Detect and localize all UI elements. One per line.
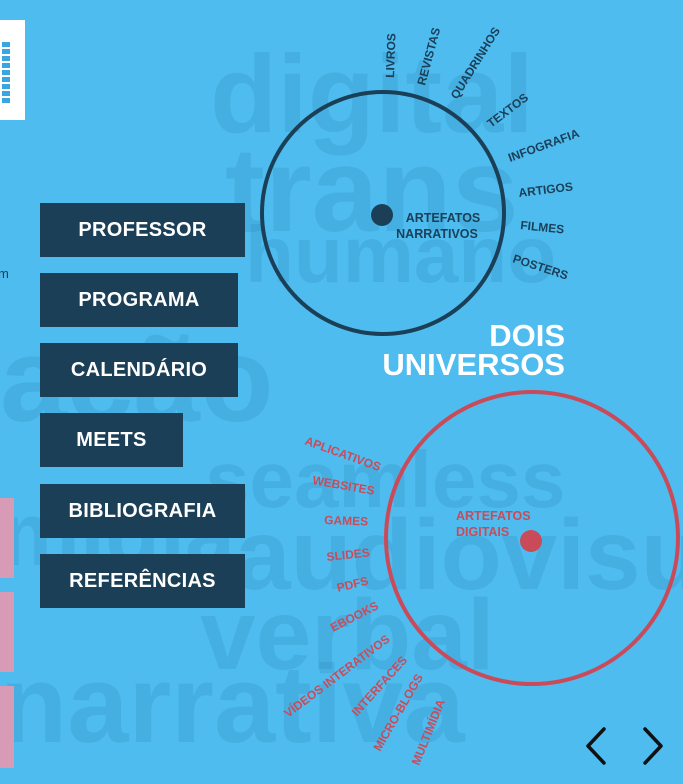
- digital-label-line1: ARTEFATOS: [456, 509, 531, 523]
- side-tab-2[interactable]: [0, 592, 14, 672]
- digital-label-line2: DIGITAIS: [456, 525, 509, 539]
- thumbnail-bars: [2, 42, 10, 104]
- nav-button-referencias[interactable]: REFERÊNCIAS: [40, 554, 245, 608]
- narrative-item-infografia: INFOGRAFIA: [506, 126, 581, 165]
- chevron-right-icon: [643, 727, 663, 765]
- bg-word-trans: trans: [225, 123, 519, 257]
- narrative-item-posters: POSTERS: [511, 252, 570, 283]
- digital-item-ebooks: EBOOKS: [328, 599, 381, 635]
- chevron-left-icon: [586, 727, 606, 765]
- narrative-item-textos: TEXTOS: [484, 90, 531, 130]
- narrative-item-revistas: REVISTAS: [414, 26, 443, 87]
- digital-item-websites: WEBSITES: [311, 473, 375, 498]
- side-tab-1[interactable]: [0, 498, 14, 578]
- bg-word-verbal: verbal: [200, 579, 495, 691]
- nav-button-professor[interactable]: PROFESSOR: [40, 203, 245, 257]
- digital-item-slides: SLIDES: [326, 546, 371, 564]
- digital-circle: [384, 390, 680, 686]
- next-slide-button[interactable]: [633, 724, 673, 768]
- bg-word-audiovisu: audiovisu: [235, 499, 683, 611]
- bg-word-seamless: seamless: [205, 435, 566, 524]
- narrative-item-filmes: FILMES: [520, 218, 565, 237]
- previous-slide-button[interactable]: [578, 724, 618, 768]
- nav-button-bibliografia[interactable]: BIBLIOGRAFIA: [40, 484, 245, 538]
- digital-item-games: GAMES: [324, 513, 368, 529]
- digital-item-multimidia: MULTIMÍDIA: [408, 697, 448, 768]
- narrative-label-line1: ARTEFATOS: [406, 211, 481, 225]
- nav-button-calendario[interactable]: CALENDÁRIO: [40, 343, 238, 397]
- narrative-item-artigos: ARTIGOS: [518, 179, 574, 200]
- narrative-label-line2: NARRATIVOS: [396, 227, 478, 241]
- headline-line2: UNIVERSOS: [382, 347, 565, 382]
- digital-item-aplicativos: APLICATIVOS: [303, 434, 383, 474]
- bg-word-narrativa: narrativa: [0, 643, 465, 766]
- narrative-circle: [260, 90, 506, 336]
- narrative-dot: [371, 204, 393, 226]
- digital-item-videos-interativos: VÍDEOS INTERATIVOS: [281, 631, 393, 720]
- digital-dot: [520, 530, 542, 552]
- nav-button-meets[interactable]: MEETS: [40, 413, 183, 467]
- digital-item-pdfs: PDFS: [335, 574, 369, 595]
- slide-thumbnail[interactable]: [0, 20, 25, 120]
- narrative-item-livros: LIVROS: [383, 33, 399, 78]
- sidebar-letter: m: [0, 266, 9, 281]
- narrative-item-quadrinhos: QUADRINHOS: [448, 25, 503, 102]
- nav-button-programa[interactable]: PROGRAMA: [40, 273, 238, 327]
- headline-line1: DOIS: [489, 318, 565, 353]
- side-tab-3[interactable]: [0, 686, 14, 768]
